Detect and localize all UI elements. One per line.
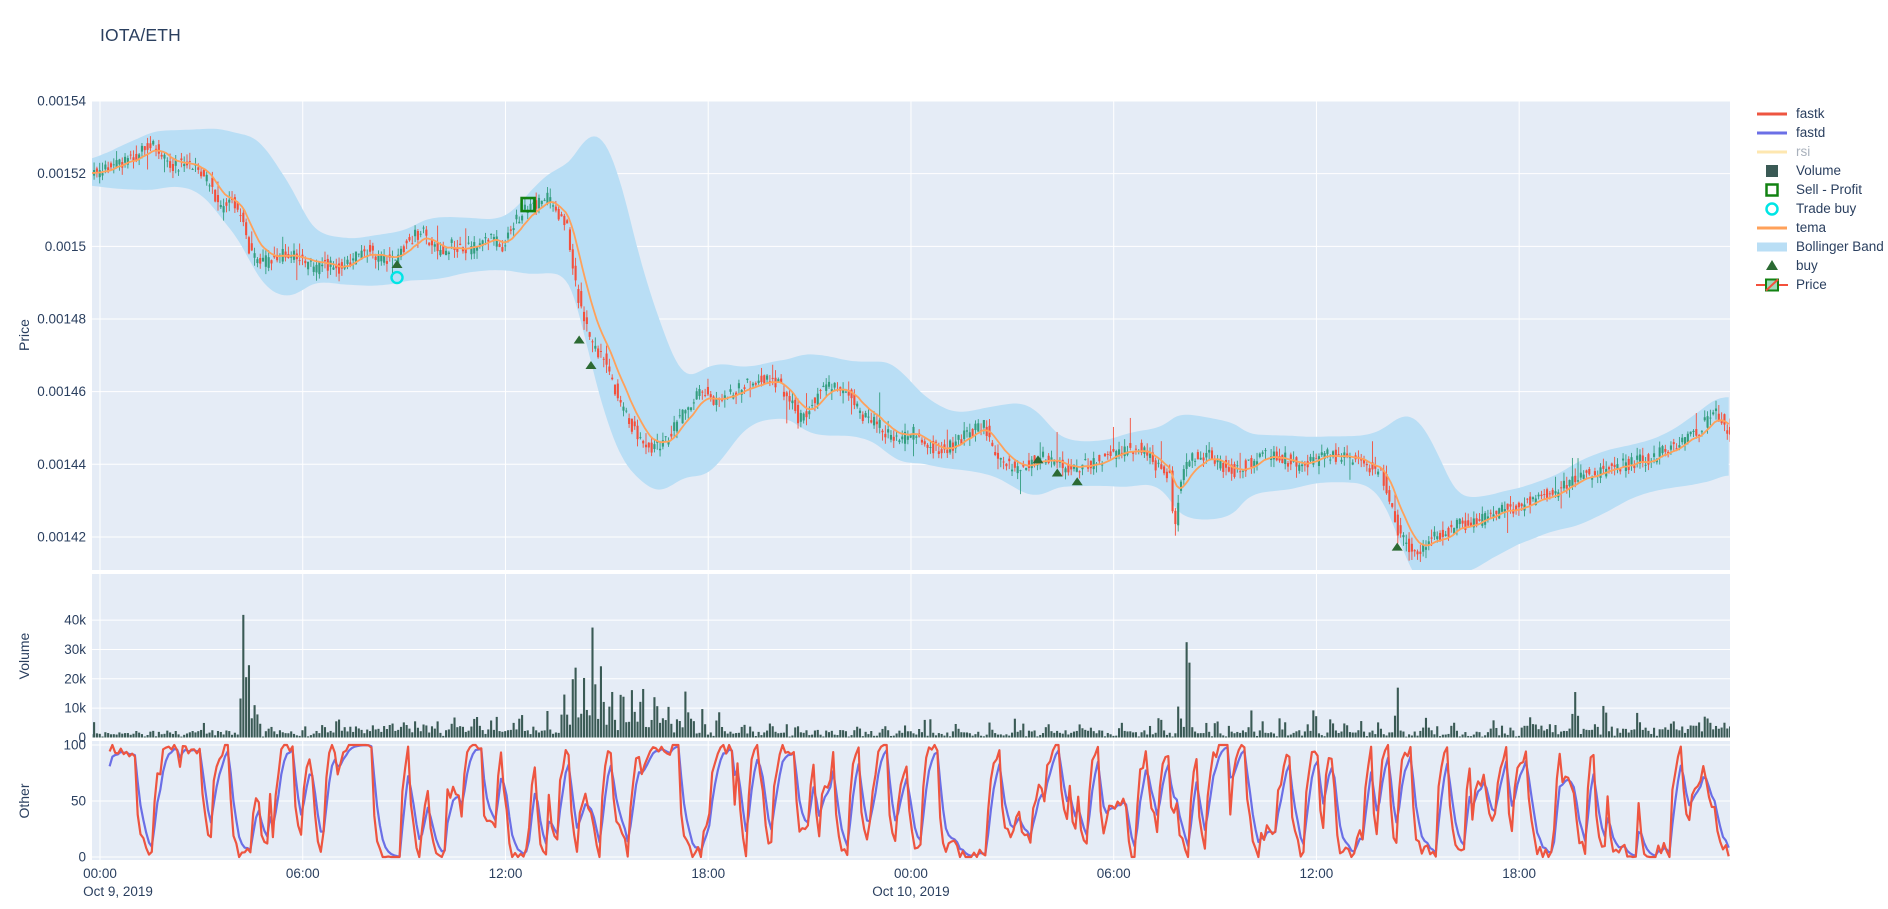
fastk-line <box>108 743 1730 859</box>
legend-item-sell-profit[interactable]: Sell - Profit <box>1754 180 1886 199</box>
gridlines <box>92 100 1730 860</box>
line-swatch-icon <box>1754 106 1790 122</box>
svg-text:18:00: 18:00 <box>1502 866 1536 881</box>
legend: fastk fastd rsi Volume Sell - Profit Trade bu… <box>1754 104 1886 294</box>
volume-axis-title: Volume <box>16 632 32 680</box>
svg-text:12:00: 12:00 <box>1300 866 1334 881</box>
legend-item-label: Trade buy <box>1796 201 1857 216</box>
line-swatch-icon <box>1754 220 1790 236</box>
svg-text:0.00154: 0.00154 <box>37 94 86 109</box>
svg-text:50: 50 <box>71 794 86 809</box>
legend-item-tema[interactable]: tema <box>1754 218 1886 237</box>
buy-marker-icon <box>1071 477 1083 486</box>
legend-item-fastk[interactable]: fastk <box>1754 104 1886 123</box>
trade-markers <box>390 196 1403 551</box>
line-swatch-icon <box>1754 125 1790 141</box>
buy-marker-icon <box>1051 468 1063 477</box>
svg-text:00:00: 00:00 <box>894 866 928 881</box>
tema-line <box>92 149 1730 547</box>
legend-item-buy[interactable]: buy <box>1754 256 1886 275</box>
svg-text:12:00: 12:00 <box>489 866 523 881</box>
svg-text:30k: 30k <box>64 642 86 657</box>
legend-item-label: Sell - Profit <box>1796 182 1863 197</box>
candle-swatch-icon <box>1754 277 1790 293</box>
sell-profit-marker-icon <box>520 196 536 213</box>
svg-text:10k: 10k <box>64 701 86 716</box>
axis-tick-labels: 0.00154 0.00152 0.0015 0.00148 0.00146 0.0014… <box>37 94 1536 900</box>
svg-text:Oct 9, 2019: Oct 9, 2019 <box>83 884 153 899</box>
chart-title: IOTA/ETH <box>100 25 181 45</box>
buy-marker-icon <box>391 259 403 268</box>
svg-text:0.00152: 0.00152 <box>37 166 86 181</box>
fastd-line <box>108 744 1730 858</box>
legend-item-label: Volume <box>1796 163 1842 178</box>
price-axis-title: Price <box>16 319 32 351</box>
square-open-swatch-icon <box>1754 182 1790 198</box>
svg-text:06:00: 06:00 <box>1097 866 1131 881</box>
svg-text:40k: 40k <box>64 613 86 628</box>
buy-marker-icon <box>573 335 585 344</box>
square-fill-swatch-icon <box>1754 163 1790 179</box>
buy-marker-icon <box>585 360 597 369</box>
legend-item-bollinger-band[interactable]: Bollinger Band <box>1754 237 1886 256</box>
band-swatch-icon <box>1754 239 1790 255</box>
legend-item-trade-buy[interactable]: Trade buy <box>1754 199 1886 218</box>
legend-item-label: tema <box>1796 220 1827 235</box>
oscillator-series <box>108 743 1730 859</box>
svg-text:0.00144: 0.00144 <box>37 457 86 472</box>
legend-item-fastd[interactable]: fastd <box>1754 123 1886 142</box>
svg-text:0.00148: 0.00148 <box>37 311 86 326</box>
legend-item-label: rsi <box>1796 144 1811 159</box>
legend-item-volume[interactable]: Volume <box>1754 161 1886 180</box>
svg-text:20k: 20k <box>64 671 86 686</box>
price-series <box>92 128 1730 570</box>
legend-item-rsi[interactable]: rsi <box>1754 142 1886 161</box>
svg-text:0.00146: 0.00146 <box>37 384 86 399</box>
legend-item-label: fastd <box>1796 125 1826 140</box>
legend-item-price[interactable]: Price <box>1754 275 1886 294</box>
buy-marker-icon <box>1391 542 1403 551</box>
svg-text:100: 100 <box>63 738 86 753</box>
circle-open-swatch-icon <box>1754 201 1790 217</box>
svg-text:Oct 10, 2019: Oct 10, 2019 <box>872 884 949 899</box>
legend-item-label: Price <box>1796 277 1827 292</box>
svg-text:0.0015: 0.0015 <box>45 239 86 254</box>
line-swatch-icon <box>1754 144 1790 160</box>
svg-text:06:00: 06:00 <box>286 866 320 881</box>
volume-series <box>92 614 1730 738</box>
trade-buy-marker-icon <box>390 270 404 285</box>
svg-text:0.00142: 0.00142 <box>37 529 86 544</box>
other-axis-title: Other <box>16 783 32 819</box>
legend-item-label: Bollinger Band <box>1796 239 1884 254</box>
buy-marker-icon <box>1032 455 1044 464</box>
svg-text:0: 0 <box>78 730 86 745</box>
svg-text:00:00: 00:00 <box>83 866 117 881</box>
triangle-swatch-icon <box>1754 258 1790 274</box>
svg-text:18:00: 18:00 <box>691 866 725 881</box>
svg-text:0: 0 <box>78 850 86 865</box>
legend-item-label: buy <box>1796 258 1818 273</box>
legend-item-label: fastk <box>1796 106 1825 121</box>
